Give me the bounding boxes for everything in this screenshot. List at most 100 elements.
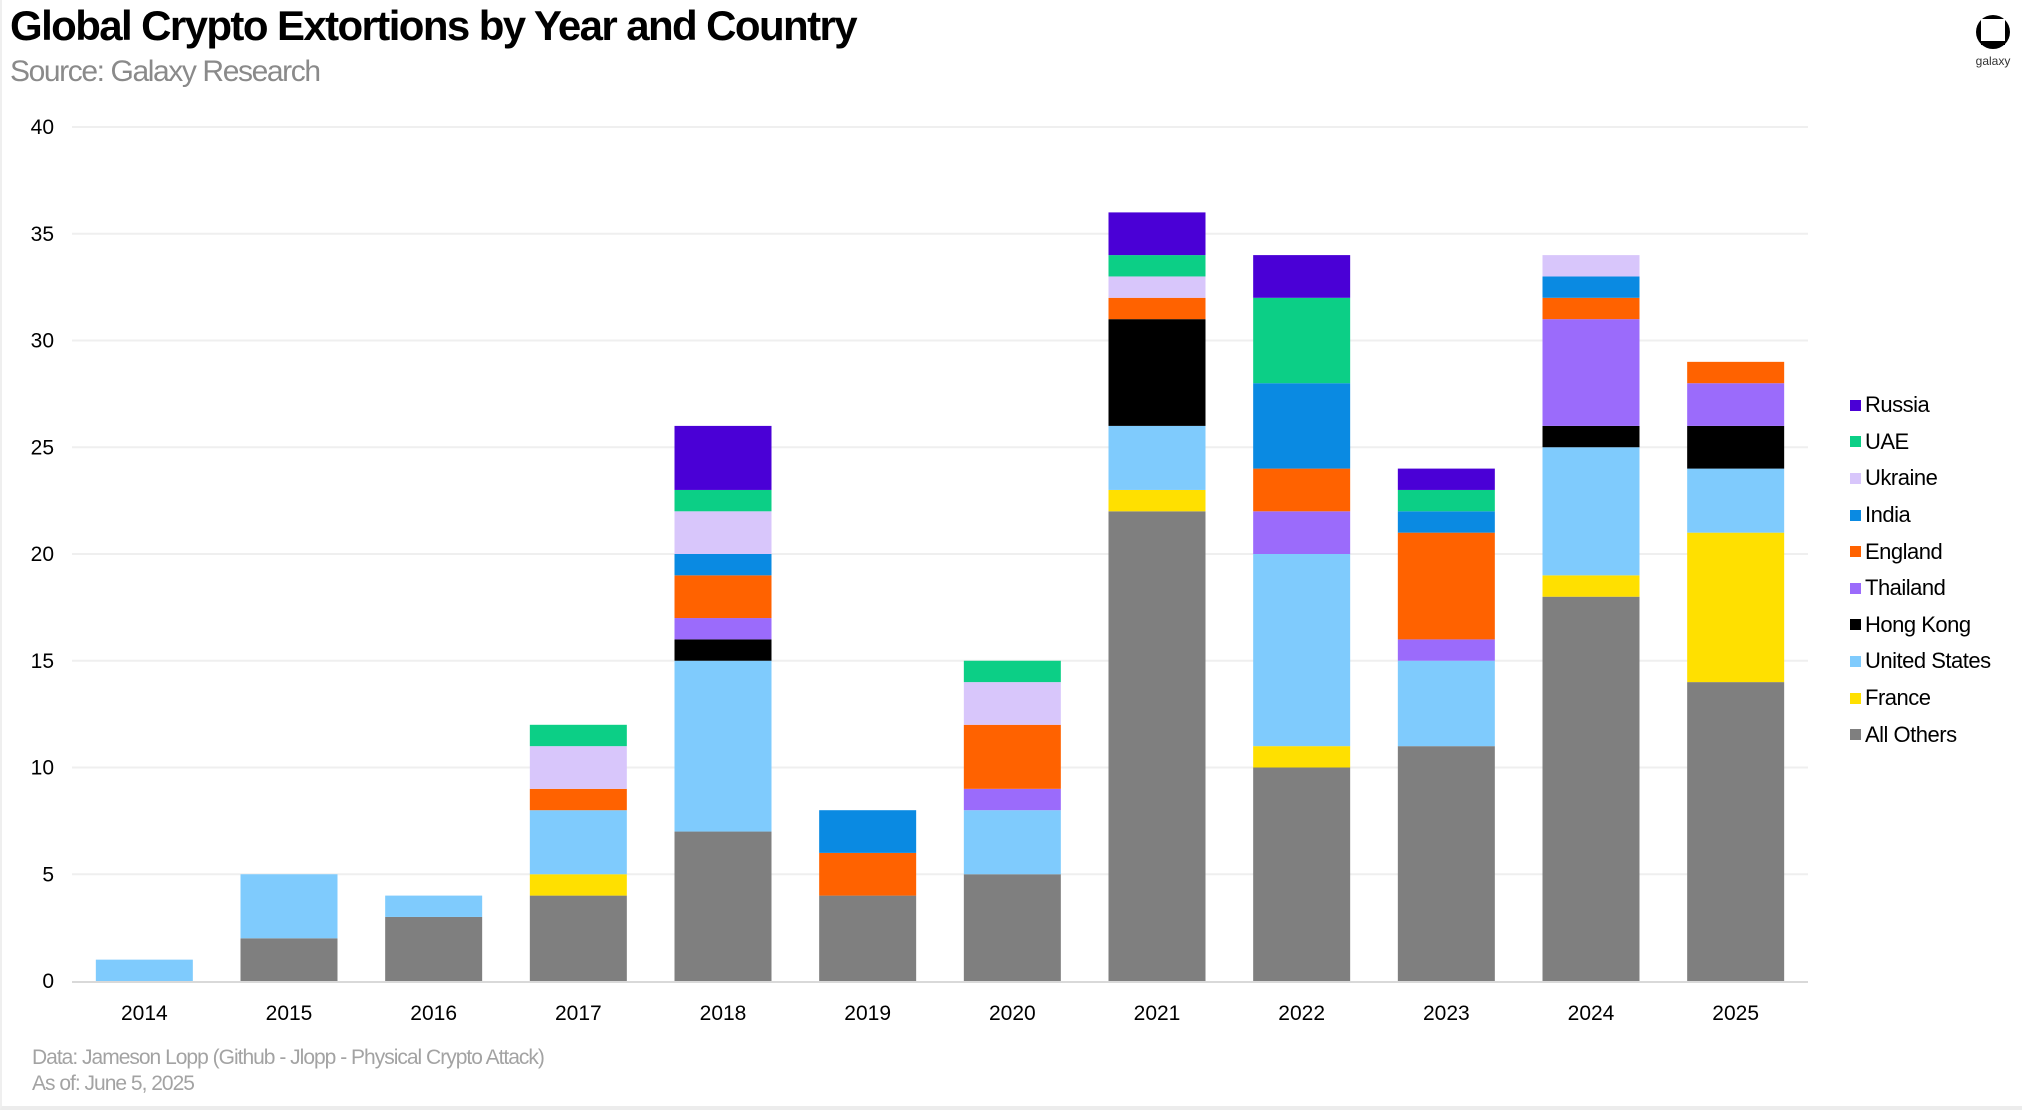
legend-label: All Others <box>1865 721 1957 747</box>
y-axis-ticks: 0 5 10 15 20 25 30 35 40 <box>31 116 54 993</box>
x-tick-label: 2018 <box>700 1002 747 1025</box>
bar-segment-united-states-2022 <box>1253 554 1351 747</box>
bar-segment-thailand-2024 <box>1542 319 1640 426</box>
chart-subtitle: Source: Galaxy Research <box>10 55 321 88</box>
bar-segment-united-states-2020 <box>963 810 1061 875</box>
bar-segment-uae-2021 <box>1108 255 1206 277</box>
legend-label: India <box>1865 502 1911 528</box>
bar-segment-india-2023 <box>1397 511 1495 533</box>
bar-segment-thailand-2023 <box>1397 639 1495 661</box>
legend-item-russia: Russia <box>1850 387 1991 424</box>
bar-segment-france-2024 <box>1542 575 1640 597</box>
legend-label: UAE <box>1865 428 1909 454</box>
bars <box>95 212 1785 981</box>
bar-segment-all-others-2016 <box>385 916 483 981</box>
bar-segment-thailand-2018 <box>674 618 772 640</box>
bar-segment-england-2019 <box>819 852 917 896</box>
x-tick-label: 2014 <box>121 1002 168 1025</box>
legend-item-france: France <box>1850 680 1991 717</box>
bar-segment-united-states-2021 <box>1108 425 1206 490</box>
legend-item-hong-kong: Hong Kong <box>1850 607 1991 644</box>
legend-label: Hong Kong <box>1865 611 1971 637</box>
logo-text: galaxy <box>1975 54 2011 68</box>
legend-item-ukraine: Ukraine <box>1850 460 1991 497</box>
y-tick-label: 10 <box>31 757 54 780</box>
y-tick-label: 35 <box>31 223 54 246</box>
bar-stack-2022 <box>1253 255 1351 981</box>
x-tick-label: 2024 <box>1568 1002 1615 1025</box>
bar-segment-all-others-2015 <box>240 938 338 981</box>
bar-segment-all-others-2022 <box>1253 767 1351 981</box>
bar-segment-united-states-2023 <box>1397 660 1495 747</box>
bar-segment-all-others-2020 <box>963 874 1061 981</box>
bar-segment-england-2022 <box>1253 468 1351 512</box>
legend-swatch <box>1850 399 1861 411</box>
gridlines <box>72 126 1808 876</box>
legend-swatch <box>1850 436 1861 448</box>
legend: Russia UAE Ukraine India England Thailand Hong… <box>1850 387 1991 753</box>
legend-swatch <box>1850 619 1861 631</box>
bar-segment-all-others-2018 <box>674 831 772 981</box>
legend-item-thailand: Thailand <box>1850 570 1991 607</box>
legend-swatch <box>1850 655 1861 667</box>
bar-segment-england-2025 <box>1687 361 1785 384</box>
bar-segment-england-2021 <box>1108 297 1206 320</box>
x-tick-label: 2021 <box>1134 1002 1181 1025</box>
legend-label: United States <box>1865 648 1991 674</box>
y-tick-label: 40 <box>31 116 54 139</box>
bar-segment-all-others-2025 <box>1687 682 1785 981</box>
legend-label: France <box>1865 685 1931 711</box>
legend-item-uae: UAE <box>1850 424 1991 461</box>
as-of-date: As of: June 5, 2025 <box>32 1072 195 1095</box>
bar-stack-2019 <box>819 810 917 981</box>
x-tick-label: 2016 <box>410 1002 457 1025</box>
x-tick-label: 2023 <box>1423 1002 1470 1025</box>
bar-segment-france-2021 <box>1108 489 1206 512</box>
legend-item-united-states: United States <box>1850 643 1991 680</box>
bar-stack-2021 <box>1108 212 1206 981</box>
x-tick-label: 2017 <box>555 1002 602 1025</box>
bar-segment-ukraine-2020 <box>963 682 1061 725</box>
y-tick-label: 5 <box>42 863 54 886</box>
bar-segment-uae-2022 <box>1253 297 1351 384</box>
bar-segment-thailand-2020 <box>963 788 1061 811</box>
bar-stack-2025 <box>1687 361 1785 981</box>
bar-segment-hong-kong-2018 <box>674 639 772 661</box>
bar-stack-2015 <box>240 874 338 981</box>
bar-segment-france-2025 <box>1687 532 1785 683</box>
x-tick-label: 2015 <box>266 1002 313 1025</box>
legend-swatch <box>1850 472 1861 484</box>
bar-segment-thailand-2025 <box>1687 383 1785 426</box>
y-tick-label: 30 <box>31 330 54 353</box>
galaxy-logo-icon <box>1976 15 2010 49</box>
bar-segment-england-2018 <box>674 575 772 619</box>
x-tick-label: 2020 <box>989 1002 1036 1025</box>
bar-stack-2023 <box>1397 468 1495 981</box>
bar-segment-uae-2017 <box>529 724 627 747</box>
bar-segment-hong-kong-2025 <box>1687 425 1785 469</box>
legend-swatch <box>1850 546 1861 558</box>
legend-item-england: England <box>1850 533 1991 570</box>
x-tick-label: 2022 <box>1278 1002 1325 1025</box>
bar-segment-uae-2018 <box>674 489 772 512</box>
bar-segment-all-others-2021 <box>1108 511 1206 981</box>
y-tick-label: 0 <box>42 970 54 993</box>
bar-segment-united-states-2018 <box>674 660 772 832</box>
legend-swatch <box>1850 729 1861 741</box>
bar-stack-2016 <box>385 895 483 981</box>
y-tick-label: 20 <box>31 543 54 566</box>
bar-segment-thailand-2022 <box>1253 511 1351 554</box>
bar-segment-hong-kong-2024 <box>1542 425 1640 448</box>
bar-segment-ukraine-2021 <box>1108 276 1206 298</box>
bar-segment-united-states-2014 <box>95 959 193 981</box>
bar-stack-2017 <box>529 724 627 981</box>
legend-item-india: India <box>1850 497 1991 534</box>
y-tick-label: 25 <box>31 436 54 459</box>
bar-stack-2024 <box>1542 255 1640 981</box>
bar-segment-all-others-2024 <box>1542 596 1640 981</box>
bar-stack-2018 <box>674 425 772 981</box>
legend-item-all-others: All Others <box>1850 716 1991 753</box>
bar-segment-russia-2018 <box>674 425 772 490</box>
bar-segment-england-2017 <box>529 788 627 811</box>
